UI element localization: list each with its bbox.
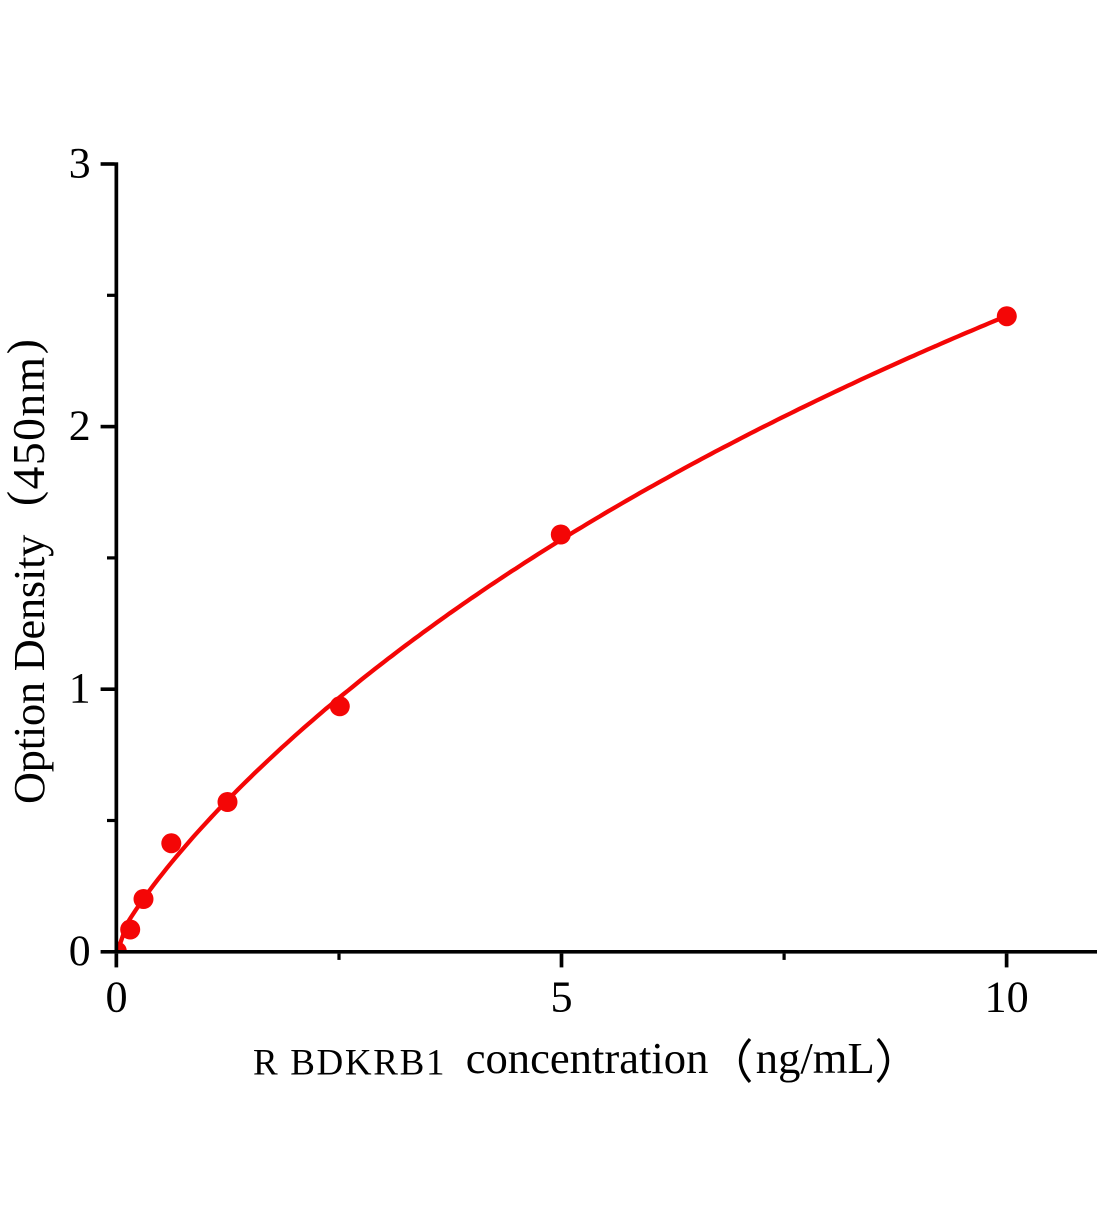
svg-text:Option Density: Option Density — [5, 535, 54, 804]
svg-text:10: 10 — [985, 972, 1029, 1021]
svg-text:concentration: concentration — [466, 1033, 709, 1083]
svg-text:2: 2 — [69, 402, 91, 450]
svg-text:1: 1 — [69, 665, 91, 713]
svg-text:450nm: 450nm — [3, 355, 54, 489]
svg-text:): ) — [0, 339, 49, 354]
svg-text:0: 0 — [69, 927, 91, 975]
svg-text:ng/mL: ng/mL — [756, 1033, 875, 1083]
svg-text:R BDKRB1: R BDKRB1 — [253, 1043, 446, 1084]
svg-text:(: ( — [0, 491, 49, 506]
svg-text:3: 3 — [69, 139, 91, 187]
svg-text:0: 0 — [106, 972, 128, 1021]
svg-text:5: 5 — [550, 972, 572, 1021]
